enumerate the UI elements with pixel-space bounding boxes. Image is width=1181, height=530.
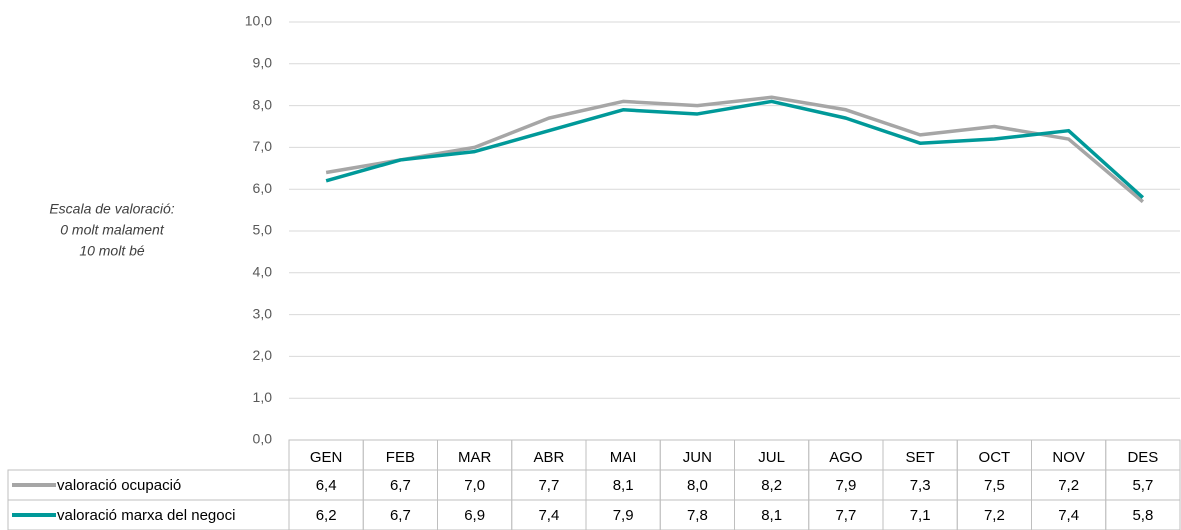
x-tick-label: JUN <box>683 449 712 466</box>
x-tick-label: GEN <box>310 449 343 466</box>
annotation: 10 molt bé <box>79 243 145 259</box>
table-cell <box>1105 499 1181 530</box>
table-cell <box>7 499 290 530</box>
x-tick-label: AGO <box>829 449 862 466</box>
data-label: 7,7 <box>538 477 559 494</box>
legend-label: valoració marxa del negoci <box>57 507 235 524</box>
data-label: 7,1 <box>910 507 931 524</box>
data-label: 6,2 <box>316 507 337 524</box>
y-tick-label: 2,0 <box>253 347 273 363</box>
x-tick-label: MAR <box>458 449 492 466</box>
data-label: 6,7 <box>390 477 411 494</box>
data-label: 7,5 <box>984 477 1005 494</box>
data-label: 8,0 <box>687 477 708 494</box>
x-tick-label: OCT <box>979 449 1011 466</box>
annotation: Escala de valoració: <box>49 201 174 217</box>
data-label: 7,3 <box>910 477 931 494</box>
data-label: 7,8 <box>687 507 708 524</box>
y-tick-label: 0,0 <box>253 431 273 447</box>
data-label: 7,2 <box>984 507 1005 524</box>
data-label: 8,2 <box>761 477 782 494</box>
data-label: 5,7 <box>1132 477 1153 494</box>
data-label: 7,7 <box>835 507 856 524</box>
legend-label: valoració ocupació <box>57 477 181 494</box>
data-label: 7,0 <box>464 477 485 494</box>
y-tick-label: 5,0 <box>253 222 273 238</box>
y-tick-label: 4,0 <box>253 264 273 280</box>
x-tick-label: SET <box>906 449 935 466</box>
data-label: 7,2 <box>1058 477 1079 494</box>
x-tick-label: JUL <box>758 449 785 466</box>
annotation: 0 molt malament <box>60 222 165 238</box>
x-tick-label: MAI <box>610 449 637 466</box>
y-tick-label: 9,0 <box>253 55 273 71</box>
data-label: 7,4 <box>538 507 559 524</box>
data-label: 7,9 <box>613 507 634 524</box>
data-label: 7,9 <box>835 477 856 494</box>
y-tick-label: 3,0 <box>253 305 273 321</box>
x-tick-label: ABR <box>533 449 564 466</box>
y-tick-label: 1,0 <box>253 389 273 405</box>
y-tick-label: 6,0 <box>253 180 273 196</box>
y-tick-label: 7,0 <box>253 138 273 154</box>
series-line <box>325 99 1145 199</box>
data-label: 6,9 <box>464 507 485 524</box>
y-tick-label: 10,0 <box>245 13 272 29</box>
x-tick-label: NOV <box>1052 449 1085 466</box>
y-tick-label: 8,0 <box>253 96 273 112</box>
x-tick-label: FEB <box>386 449 415 466</box>
data-label: 6,7 <box>390 507 411 524</box>
data-label: 8,1 <box>613 477 634 494</box>
data-label: 5,8 <box>1132 507 1153 524</box>
x-tick-label: DES <box>1127 449 1158 466</box>
data-label: 7,4 <box>1058 507 1079 524</box>
data-label: 6,4 <box>316 477 337 494</box>
data-label: 8,1 <box>761 507 782 524</box>
series-line <box>325 95 1145 204</box>
